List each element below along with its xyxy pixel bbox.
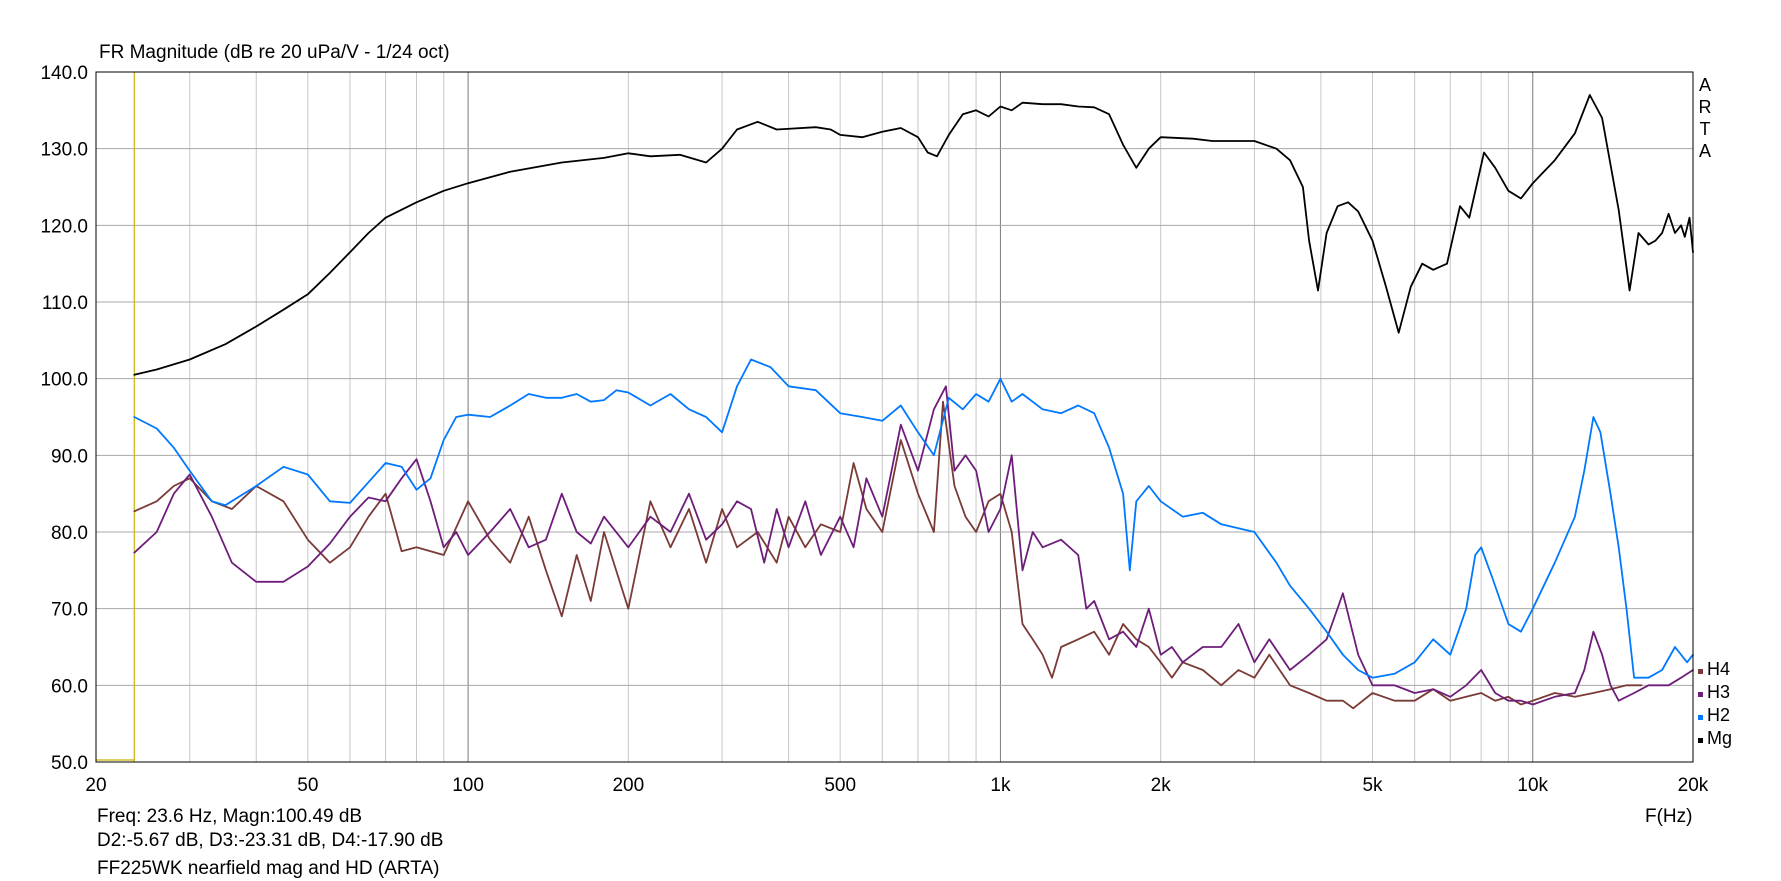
legend-label-h4: H4 (1707, 659, 1730, 679)
x-tick-label: 10k (1517, 775, 1548, 796)
y-tick-label: 110.0 (42, 293, 88, 314)
y-tick-label: 120.0 (40, 216, 88, 237)
y-tick-label: 50.0 (51, 753, 88, 774)
x-axis-label: F(Hz) (1645, 806, 1693, 827)
y-tick-label: 60.0 (51, 676, 88, 697)
x-tick-label: 50 (297, 775, 318, 796)
arta-watermark: ARTA (1699, 75, 1712, 161)
legend: H4 H3 H2 Mg (1698, 659, 1732, 748)
axis-labels: 140.0 130.0 120.0 110.0 100.0 90.0 80.0 70.0 60.… (40, 63, 1708, 796)
chart-title: FR Magnitude (dB re 20 uPa/V - 1/24 oct) (99, 42, 450, 63)
legend-swatch-mg (1698, 738, 1703, 743)
series-layer (133, 94, 1694, 710)
y-tick-label: 80.0 (51, 523, 88, 544)
series-line-h4 (133, 400, 1643, 710)
plot-frame (95, 71, 1694, 763)
x-tick-label: 1k (990, 775, 1011, 796)
watermark-letter: A (1699, 75, 1711, 95)
x-tick-label: 5k (1362, 775, 1383, 796)
y-tick-label: 140.0 (40, 63, 88, 84)
watermark-letter: A (1699, 141, 1711, 161)
legend-swatch-h3 (1698, 692, 1703, 697)
series-line-mg (133, 94, 1694, 376)
legend-label-h3: H3 (1707, 682, 1730, 702)
watermark-letter: R (1699, 97, 1712, 117)
x-tick-label: 2k (1151, 775, 1172, 796)
y-tick-label: 130.0 (40, 140, 88, 161)
y-tick-label: 70.0 (51, 600, 88, 621)
x-tick-label: 100 (452, 775, 484, 796)
measurement-caption: FF225WK nearfield mag and HD (ARTA) (97, 858, 440, 879)
series-line-h2 (133, 358, 1694, 679)
y-tick-label: 100.0 (40, 370, 88, 391)
x-tick-label: 500 (824, 775, 856, 796)
watermark-letter: T (1700, 119, 1711, 139)
legend-swatch-h4 (1698, 669, 1703, 674)
series-line-h3 (133, 385, 1694, 706)
x-tick-label: 20 (85, 775, 106, 796)
legend-label-mg: Mg (1707, 728, 1732, 748)
legend-label-h2: H2 (1707, 705, 1730, 725)
plot-border (95, 71, 1694, 763)
distortion-readout: D2:-5.67 dB, D3:-23.31 dB, D4:-17.90 dB (97, 830, 444, 851)
x-tick-label: 20k (1678, 775, 1709, 796)
x-tick-label: 200 (612, 775, 644, 796)
y-tick-label: 90.0 (51, 446, 88, 467)
cursor-readout: Freq: 23.6 Hz, Magn:100.49 dB (97, 806, 363, 827)
legend-swatch-h2 (1698, 715, 1703, 720)
grid-lines (96, 71, 1693, 763)
